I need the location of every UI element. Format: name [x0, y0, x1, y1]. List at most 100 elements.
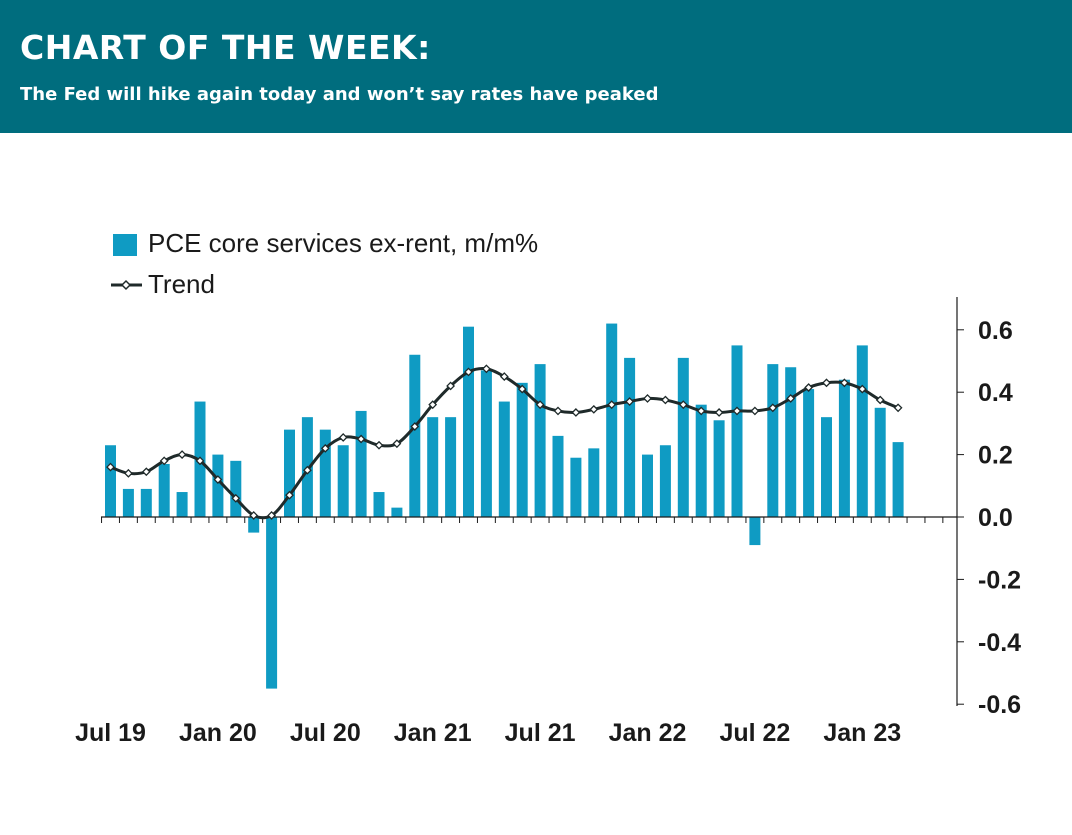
trend-point: [517, 384, 527, 394]
bar: [337, 445, 349, 517]
x-tick-label: Jul 20: [290, 719, 361, 747]
trend-point: [195, 456, 205, 466]
header-subtitle: The Fed will hike again today and won’t …: [20, 84, 659, 105]
bar: [588, 448, 600, 517]
trend-point: [875, 395, 885, 405]
bar: [248, 517, 260, 533]
x-tick-label: Jan 23: [823, 719, 901, 747]
bar: [373, 492, 385, 517]
bar: [176, 492, 188, 517]
trend-point: [464, 367, 473, 377]
trend-point: [123, 468, 133, 478]
bar: [445, 417, 457, 517]
trend-point: [159, 456, 169, 466]
bar: [838, 379, 850, 517]
bar: [624, 357, 636, 517]
trend-point: [213, 475, 223, 484]
bar: [552, 435, 564, 517]
trend-point: [392, 439, 402, 449]
trend-point: [267, 511, 277, 520]
bar: [427, 417, 439, 517]
x-tick-label: Jan 20: [179, 719, 257, 747]
trend-point: [356, 434, 366, 444]
bar: [874, 407, 886, 517]
legend: PCE core services ex-rent, m/m% Trend: [111, 228, 538, 299]
trend-point: [625, 397, 635, 406]
trend-point: [338, 433, 348, 442]
legend-bar-label: PCE core services ex-rent, m/m%: [148, 228, 538, 258]
x-tick-label: Jan 22: [609, 719, 687, 747]
x-tick-label: Jul 22: [719, 719, 790, 747]
bar: [856, 345, 868, 517]
bar: [158, 463, 170, 517]
bar: [284, 429, 295, 517]
y-tick-label: -0.6: [978, 691, 1021, 719]
y-axis-labels: 0.6 0.4 0.2 0.0 -0.2 -0.4 -0.6: [978, 317, 1021, 719]
bar: [570, 457, 582, 517]
trend-series: [106, 364, 903, 520]
trend-point: [302, 465, 312, 475]
trend-point: [249, 511, 259, 520]
trend-point: [535, 400, 545, 410]
bar: [713, 420, 725, 517]
axes: [101, 297, 964, 706]
bar: [892, 442, 904, 517]
bar: [409, 354, 421, 517]
bar: [516, 382, 528, 517]
trend-point: [696, 406, 706, 416]
trend-point: [481, 364, 491, 374]
header-banner: CHART OF THE WEEK: The Fed will hike aga…: [0, 0, 1072, 133]
y-tick-label: 0.6: [978, 317, 1013, 345]
trend-point: [893, 403, 903, 413]
trend-point: [822, 378, 831, 388]
bar: [731, 345, 743, 517]
x-tick-label: Jan 21: [394, 719, 472, 747]
y-tick-label: 0.2: [978, 442, 1013, 470]
trend-point: [285, 490, 294, 500]
trend-point: [750, 406, 760, 416]
bar: [122, 488, 134, 517]
bar: [642, 454, 653, 517]
x-tick-label: Jul 19: [75, 719, 146, 747]
bar: [319, 429, 331, 517]
trend-point: [231, 493, 241, 503]
bar: [230, 460, 242, 517]
trend-point: [141, 467, 151, 477]
bar: [695, 404, 707, 517]
trend-point: [446, 381, 456, 391]
trend-point: [804, 383, 814, 392]
x-tick-label: Jul 21: [505, 719, 576, 747]
trend-point: [839, 378, 849, 388]
y-tick-label: 0.4: [978, 379, 1013, 407]
trend-point: [177, 450, 187, 460]
y-tick-label: -0.2: [978, 566, 1021, 594]
trend-point: [643, 394, 652, 403]
bar: [355, 410, 367, 517]
bar: [140, 488, 152, 517]
trend-point: [732, 406, 742, 416]
legend-bar-swatch: [113, 234, 137, 256]
trend-point: [660, 395, 670, 405]
bar: [821, 417, 832, 517]
trend-point: [428, 400, 438, 410]
bar: [498, 401, 510, 517]
bar: [463, 326, 474, 517]
header-title: CHART OF THE WEEK:: [20, 28, 431, 67]
trend-point: [678, 400, 688, 410]
legend-line-label: Trend: [148, 269, 215, 299]
trend-point: [410, 422, 420, 431]
bar: [749, 517, 761, 546]
bar: [659, 445, 671, 517]
bar: [105, 445, 116, 517]
bar: [534, 364, 546, 517]
x-axis-labels: Jul 19 Jan 20 Jul 20 Jan 21 Jul 21 Jan 22 Jul …: [75, 719, 901, 747]
trend-point: [374, 440, 384, 450]
bar: [767, 364, 779, 517]
trend-point: [768, 403, 778, 413]
bar: [212, 454, 224, 517]
y-tick-label: -0.4: [978, 629, 1021, 657]
bar: [677, 357, 689, 517]
trend-point: [714, 408, 724, 417]
trend-point: [320, 443, 330, 453]
trend-point: [607, 400, 617, 410]
